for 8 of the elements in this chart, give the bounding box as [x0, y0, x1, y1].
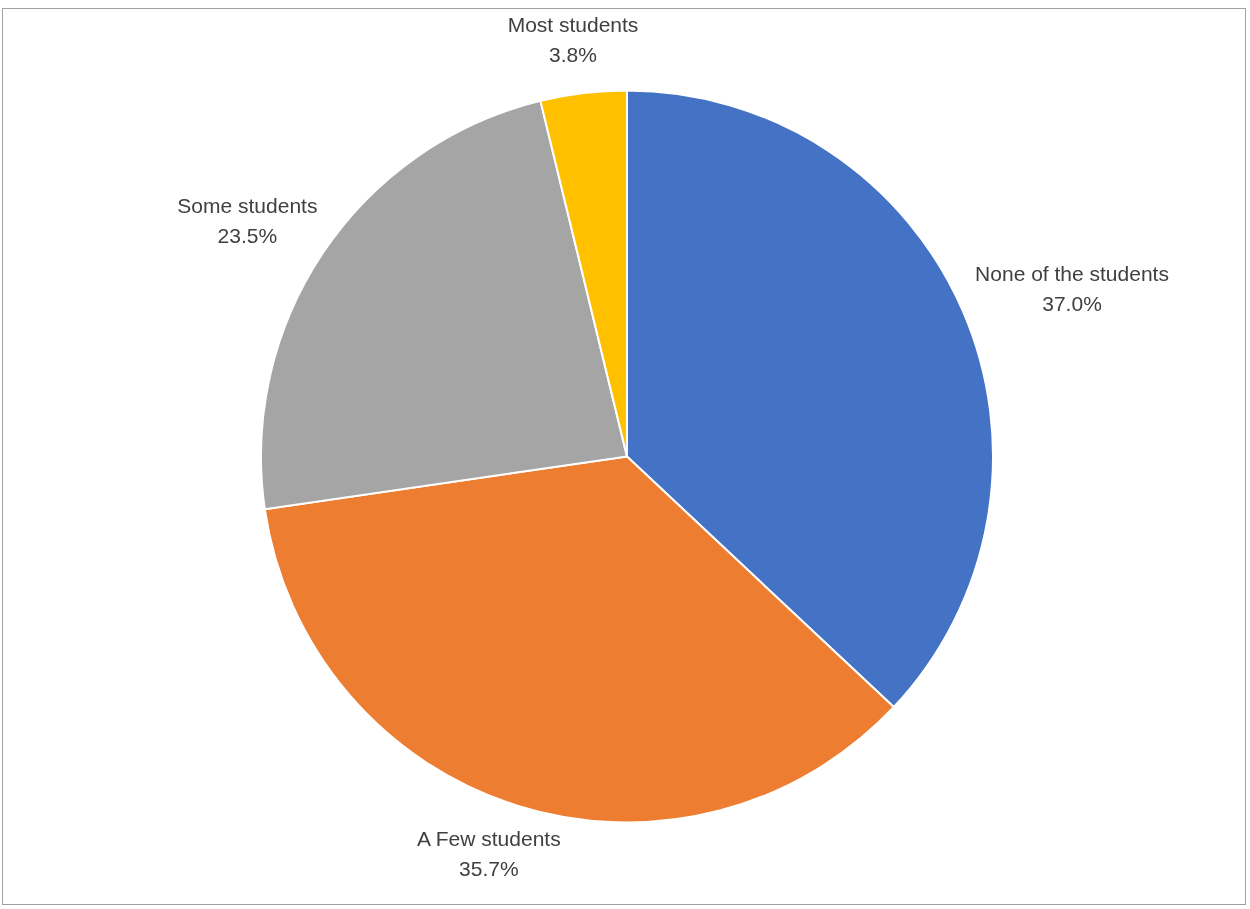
slice-label: Some students [177, 194, 318, 218]
data-label: 37.0% [1042, 292, 1102, 316]
data-label: 3.8% [549, 43, 597, 67]
slice-label: None of the students [975, 262, 1169, 286]
slice-label: Most students [507, 13, 639, 37]
data-label: 35.7% [459, 857, 519, 881]
data-label: 23.5% [217, 224, 278, 248]
slice-label: A Few students [417, 827, 561, 851]
